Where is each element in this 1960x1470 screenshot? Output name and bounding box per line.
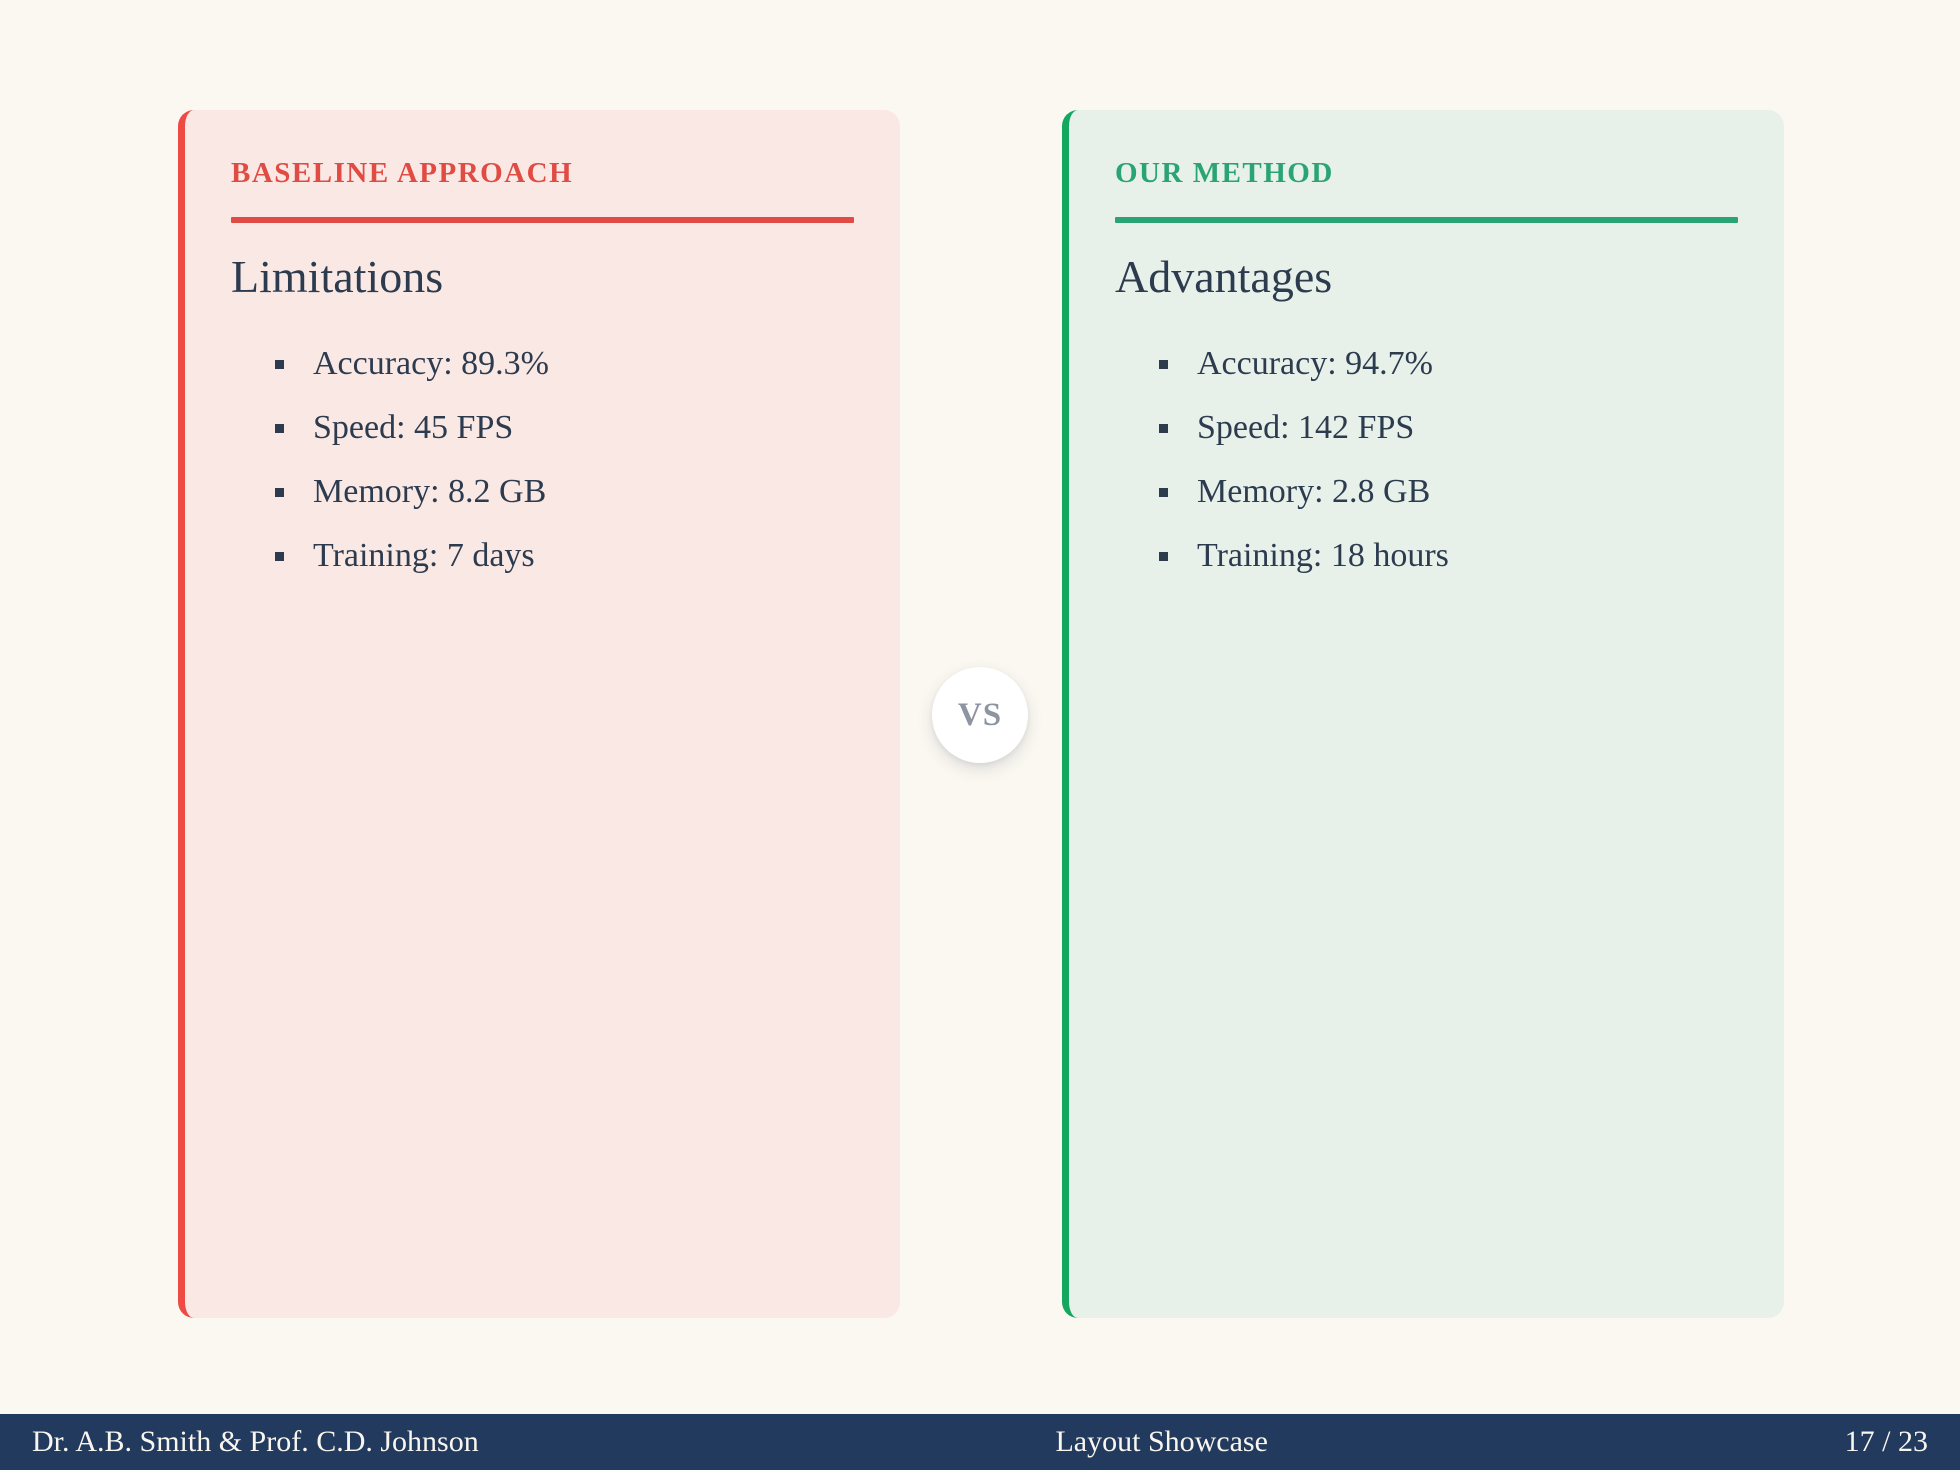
bullet-square-icon	[1159, 487, 1168, 497]
our-method-panel: OUR METHOD Advantages Accuracy: 94.7% Sp…	[1062, 110, 1784, 1318]
baseline-title: Limitations	[231, 251, 444, 302]
metric-text: Accuracy: 89.3%	[313, 345, 550, 382]
vs-badge: VS	[932, 667, 1028, 763]
metric-text: Speed: 142 FPS	[1197, 409, 1415, 446]
bullet-square-icon	[275, 551, 284, 561]
baseline-panel: BASELINE APPROACH Limitations Accuracy: …	[178, 110, 900, 1318]
bullet-square-icon	[275, 487, 284, 497]
our-method-divider-rule	[1115, 217, 1738, 223]
bullet-square-icon	[1159, 551, 1168, 561]
metric-text: Memory: 2.8 GB	[1197, 473, 1431, 510]
list-item: Speed: 45 FPS	[231, 406, 854, 450]
footer-authors: Dr. A.B. Smith & Prof. C.D. Johnson	[32, 1425, 479, 1458]
list-item: Memory: 8.2 GB	[231, 470, 854, 514]
metric-text: Speed: 45 FPS	[313, 409, 514, 446]
our-method-metric-list: Accuracy: 94.7% Speed: 142 FPS Memory: 2…	[1115, 342, 1738, 578]
metric-text: Training: 7 days	[313, 537, 535, 574]
bullet-square-icon	[1159, 423, 1168, 433]
our-method-eyebrow: OUR METHOD	[1115, 157, 1334, 189]
list-item: Training: 7 days	[231, 534, 854, 578]
footer-page-number: 17 / 23	[1844, 1425, 1928, 1458]
metric-text: Accuracy: 94.7%	[1197, 345, 1434, 382]
baseline-metric-list: Accuracy: 89.3% Speed: 45 FPS Memory: 8.…	[231, 342, 854, 578]
bullet-square-icon	[275, 423, 284, 433]
list-item: Accuracy: 94.7%	[1115, 342, 1738, 386]
list-item: Speed: 142 FPS	[1115, 406, 1738, 450]
footer-deck-title: Layout Showcase	[1055, 1425, 1268, 1458]
our-method-title: Advantages	[1115, 251, 1333, 302]
footer-bar: Dr. A.B. Smith & Prof. C.D. Johnson Layo…	[0, 1414, 1960, 1470]
bullet-square-icon	[275, 359, 284, 369]
metric-text: Memory: 8.2 GB	[313, 473, 547, 510]
bullet-square-icon	[1159, 359, 1168, 369]
baseline-divider-rule	[231, 217, 854, 223]
list-item: Memory: 2.8 GB	[1115, 470, 1738, 514]
metric-text: Training: 18 hours	[1197, 537, 1449, 574]
baseline-eyebrow: BASELINE APPROACH	[231, 157, 574, 189]
list-item: Training: 18 hours	[1115, 534, 1738, 578]
list-item: Accuracy: 89.3%	[231, 342, 854, 386]
